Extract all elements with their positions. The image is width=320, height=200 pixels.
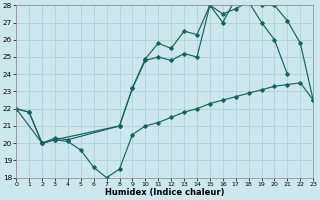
X-axis label: Humidex (Indice chaleur): Humidex (Indice chaleur)	[105, 188, 224, 197]
